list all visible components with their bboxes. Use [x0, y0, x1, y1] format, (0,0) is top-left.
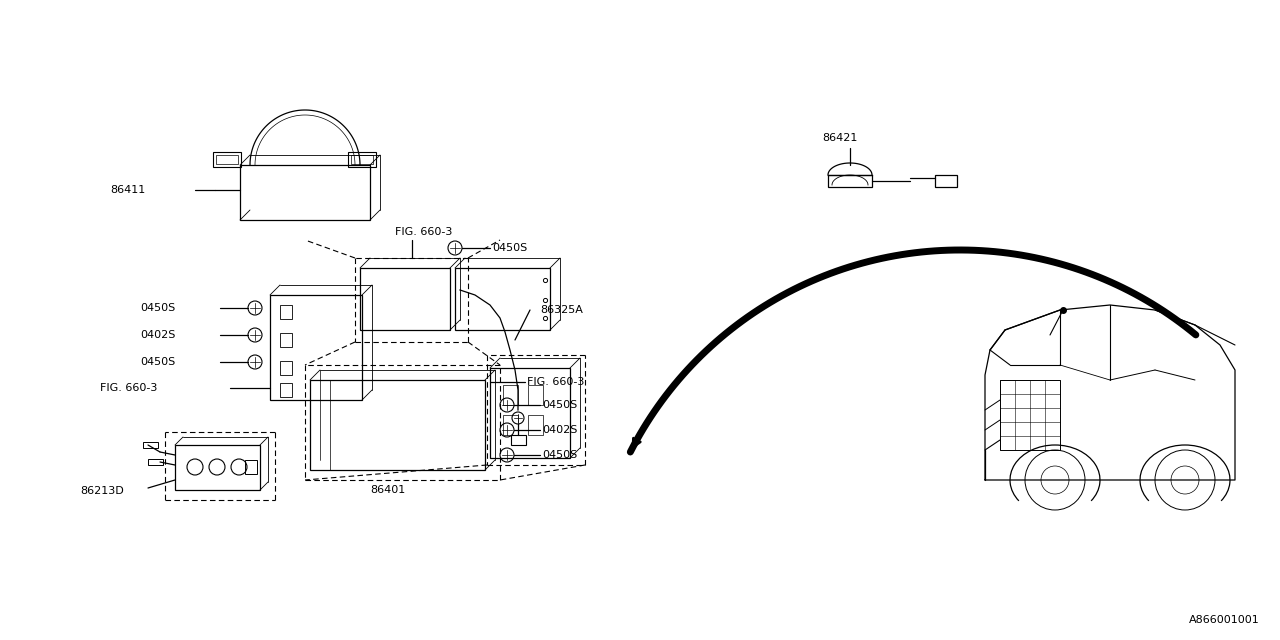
Text: 0450S: 0450S	[541, 400, 577, 410]
Bar	[351, 155, 372, 164]
Bar	[244, 460, 257, 474]
Bar	[934, 175, 957, 187]
Bar	[503, 385, 518, 405]
Bar	[503, 415, 518, 435]
Bar	[348, 152, 376, 167]
Bar	[148, 459, 163, 465]
Bar	[216, 155, 238, 164]
Bar	[280, 333, 292, 347]
Bar	[143, 442, 157, 448]
Bar	[280, 305, 292, 319]
Text: 0450S: 0450S	[140, 357, 175, 367]
Text: 86421: 86421	[822, 133, 858, 143]
Bar	[1000, 380, 1060, 450]
Text: 0450S: 0450S	[492, 243, 527, 253]
Text: 86401: 86401	[370, 485, 406, 495]
Text: 86213D: 86213D	[79, 486, 124, 496]
Text: FIG. 660-3: FIG. 660-3	[527, 377, 585, 387]
Text: 0402S: 0402S	[541, 425, 577, 435]
Text: FIG. 660-3: FIG. 660-3	[396, 227, 452, 237]
Bar	[454, 268, 550, 330]
Bar	[310, 380, 485, 470]
Text: 0402S: 0402S	[140, 330, 175, 340]
Bar	[529, 385, 543, 405]
Text: 86325A: 86325A	[540, 305, 582, 315]
Bar	[175, 445, 260, 490]
Text: 0450S: 0450S	[541, 450, 577, 460]
Bar	[360, 268, 451, 330]
Text: 0450S: 0450S	[140, 303, 175, 313]
Bar	[212, 152, 241, 167]
Bar	[828, 175, 872, 187]
Bar	[529, 415, 543, 435]
Bar	[511, 435, 526, 445]
Bar	[270, 295, 362, 400]
Bar	[280, 383, 292, 397]
Bar	[490, 368, 570, 458]
Text: FIG. 660-3: FIG. 660-3	[100, 383, 157, 393]
Text: 86411: 86411	[110, 185, 145, 195]
Bar	[280, 361, 292, 375]
Text: A866001001: A866001001	[1189, 615, 1260, 625]
Bar	[241, 165, 370, 220]
